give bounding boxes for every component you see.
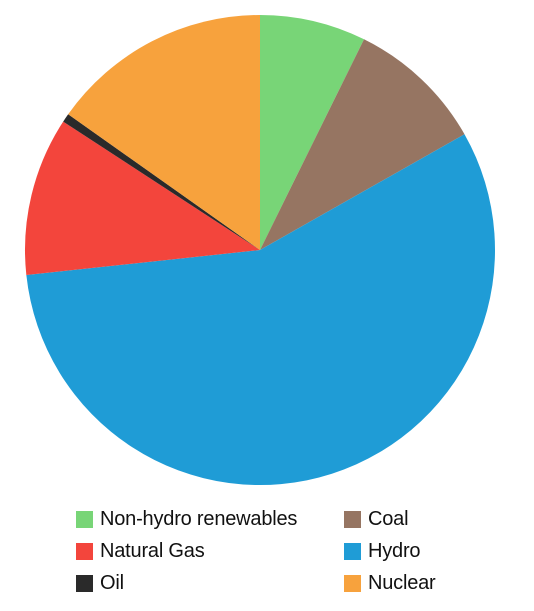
- legend-swatch-hydro: [344, 542, 361, 560]
- pie-slice-natural-gas: [25, 121, 261, 276]
- legend-item-hydro: Hydro: [344, 540, 516, 562]
- legend-swatch-nuclear: [344, 574, 361, 592]
- legend-item-coal: Coal: [344, 508, 516, 530]
- legend-label-coal: Coal: [368, 507, 409, 530]
- pie-slice-nuclear: [68, 15, 260, 250]
- pie-slice-hydro: [26, 134, 496, 486]
- legend-swatch-coal: [344, 510, 361, 528]
- legend-label-natural-gas: Natural Gas: [100, 539, 205, 562]
- legend-label-oil: Oil: [100, 571, 124, 594]
- legend-swatch-natural-gas: [76, 542, 93, 560]
- legend-item-non-hydro-renewables: Non-hydro renewables: [76, 508, 344, 530]
- legend-item-oil: Oil: [76, 572, 344, 594]
- pie-chart-svg: [25, 15, 496, 486]
- legend-label-nuclear: Nuclear: [368, 571, 436, 594]
- pie-chart: [25, 15, 496, 486]
- pie-slice-coal: [260, 39, 465, 250]
- legend-item-natural-gas: Natural Gas: [76, 540, 344, 562]
- pie-slice-non-hydro-renewables: [260, 15, 365, 250]
- legend-swatch-oil: [76, 574, 93, 592]
- chart-legend: Non-hydro renewables Coal Natural Gas Hy…: [76, 508, 516, 594]
- legend-label-non-hydro-renewables: Non-hydro renewables: [100, 507, 298, 530]
- legend-swatch-non-hydro-renewables: [76, 510, 93, 528]
- legend-label-hydro: Hydro: [368, 539, 421, 562]
- pie-slice-oil: [63, 114, 261, 251]
- legend-item-nuclear: Nuclear: [344, 572, 516, 594]
